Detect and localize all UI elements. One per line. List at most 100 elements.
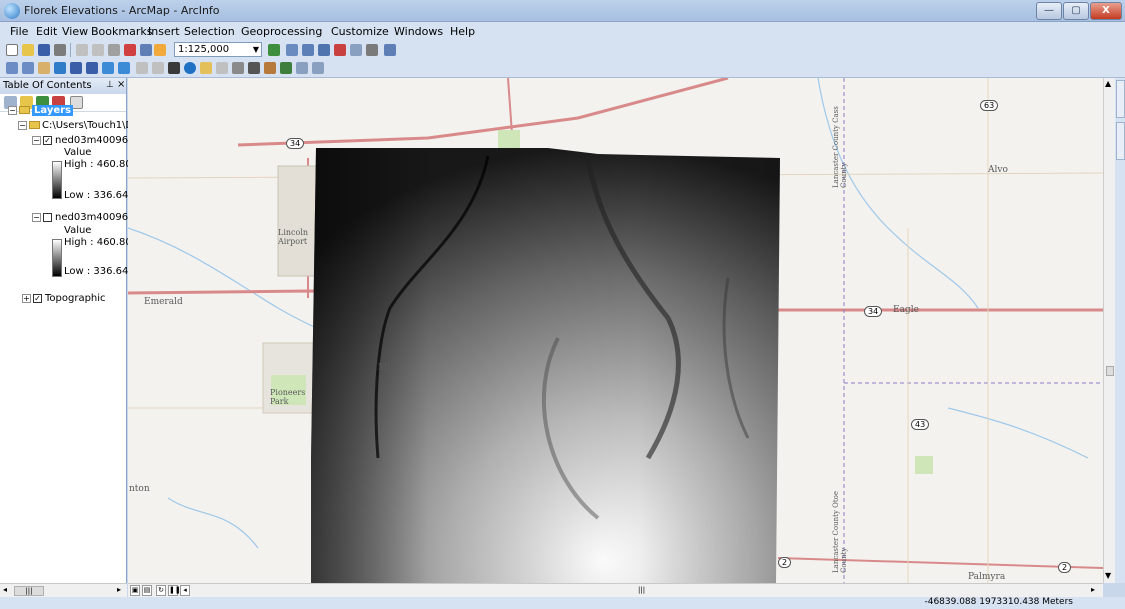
catalog-tab[interactable]: [1116, 80, 1125, 118]
refresh-icon[interactable]: ↻: [156, 585, 166, 596]
map-view[interactable]: Emerald Alvo Eagle Palmyra Pioneers Park…: [128, 78, 1103, 583]
undo-icon[interactable]: [140, 44, 152, 56]
scroll-thumb[interactable]: [1106, 366, 1114, 376]
data-view-button[interactable]: ▣: [130, 585, 140, 596]
menu-geoprocessing[interactable]: Geoprocessing: [241, 25, 323, 38]
folder-icon: [29, 121, 40, 129]
collapse-icon[interactable]: −: [18, 120, 27, 130]
python-window-icon[interactable]: [350, 44, 362, 56]
toc-layer-2[interactable]: − ned03m40096g5.: [32, 212, 144, 223]
basemap-checkbox[interactable]: ✓: [33, 293, 42, 303]
save-icon[interactable]: [38, 44, 50, 56]
scroll-right-icon[interactable]: ▸: [117, 585, 122, 594]
map-vertical-scrollbar[interactable]: ▲ ▼: [1103, 78, 1115, 583]
model-builder-icon[interactable]: [366, 44, 378, 56]
scroll-right-icon[interactable]: ▸: [1091, 585, 1096, 594]
pan-icon[interactable]: [38, 62, 50, 74]
forward-extent-icon[interactable]: [118, 62, 130, 74]
collapse-icon[interactable]: −: [8, 105, 17, 115]
horizontal-scroll-thumb[interactable]: |||: [638, 586, 646, 594]
html-popup-icon[interactable]: [216, 62, 228, 74]
copy-icon[interactable]: [92, 44, 104, 56]
editor-toolbar-icon[interactable]: [268, 44, 280, 56]
layout-view-button[interactable]: ▤: [142, 585, 152, 596]
whats-this-icon[interactable]: [384, 44, 396, 56]
toc-folder[interactable]: − C:\Users\Touch1\Do: [18, 120, 139, 131]
toc-layer-1[interactable]: − ✓ ned03m40096f5: [32, 135, 138, 146]
viewer-window-icon[interactable]: [312, 62, 324, 74]
open-folder-icon[interactable]: [22, 44, 34, 56]
layer-2-legend-title: Value: [64, 225, 92, 236]
menu-selection[interactable]: Selection: [184, 25, 235, 38]
layer-1-low: Low : 336.643: [64, 190, 135, 201]
menu-windows[interactable]: Windows: [394, 25, 444, 38]
toc-basemap[interactable]: + ✓ Topographic: [22, 293, 106, 304]
delete-icon[interactable]: [124, 44, 136, 56]
toc-horizontal-scrollbar[interactable]: ◂ ||| ▸: [0, 583, 127, 597]
zoom-out-icon[interactable]: [22, 62, 34, 74]
search-window-icon[interactable]: [318, 44, 330, 56]
print-icon[interactable]: [54, 44, 66, 56]
fixed-zoom-out-icon[interactable]: [86, 62, 98, 74]
side-dock-tabs: [1115, 78, 1125, 583]
label-palmyra: Palmyra: [968, 572, 1006, 582]
table-of-contents-icon[interactable]: [286, 44, 298, 56]
list-by-source-icon[interactable]: [20, 96, 33, 109]
menu-insert[interactable]: Insert: [148, 25, 180, 38]
collapse-icon[interactable]: −: [32, 212, 41, 222]
highway-shield: 34: [864, 306, 883, 317]
scroll-left-icon[interactable]: ◂: [3, 585, 8, 594]
pause-drawing-icon[interactable]: ❚❚: [168, 585, 181, 596]
toc-layers-root[interactable]: − Layers: [8, 105, 73, 116]
clear-selection-icon[interactable]: [152, 62, 164, 74]
paste-icon[interactable]: [108, 44, 120, 56]
select-features-icon[interactable]: [136, 62, 148, 74]
add-data-icon[interactable]: [154, 44, 166, 56]
zoom-in-icon[interactable]: [6, 62, 18, 74]
full-extent-icon[interactable]: [54, 62, 66, 74]
layer-2-checkbox[interactable]: [43, 212, 52, 222]
map-scale-value: 1:125,000: [178, 44, 230, 55]
scroll-up-icon[interactable]: ▲: [1105, 79, 1112, 88]
hyperlink-icon[interactable]: [200, 62, 212, 74]
menu-customize[interactable]: Customize: [331, 25, 389, 38]
pin-icon[interactable]: ⊥: [106, 80, 114, 90]
menu-file[interactable]: File: [10, 25, 29, 38]
find-route-icon[interactable]: [264, 62, 276, 74]
find-icon[interactable]: [248, 62, 260, 74]
collapse-icon[interactable]: −: [32, 135, 41, 145]
options-icon[interactable]: [70, 96, 83, 109]
scroll-thumb[interactable]: |||: [14, 586, 44, 596]
cut-icon[interactable]: [76, 44, 88, 56]
menu-view[interactable]: View: [62, 25, 89, 38]
arctoolbox-icon[interactable]: [334, 44, 346, 56]
scroll-left-icon[interactable]: ◂: [180, 585, 190, 596]
go-to-xy-icon[interactable]: [280, 62, 292, 74]
catalog-icon[interactable]: [302, 44, 314, 56]
measure-icon[interactable]: [232, 62, 244, 74]
arcmap-app-icon[interactable]: [4, 3, 20, 19]
label-lincoln-airport: Lincoln Airport: [278, 228, 309, 246]
menu-help[interactable]: Help: [450, 25, 476, 38]
expand-icon[interactable]: +: [22, 293, 31, 303]
map-scale-dropdown[interactable]: 1:125,000 ▼: [174, 42, 262, 57]
new-document-icon[interactable]: [6, 44, 18, 56]
identify-icon[interactable]: [184, 62, 196, 74]
back-extent-icon[interactable]: [102, 62, 114, 74]
select-elements-icon[interactable]: [168, 62, 180, 74]
menu-bookmarks[interactable]: Bookmarks: [91, 25, 153, 38]
close-icon[interactable]: ×: [117, 79, 126, 90]
layer-1-checkbox[interactable]: ✓: [43, 135, 52, 145]
menu-edit[interactable]: Edit: [36, 25, 58, 38]
search-tab[interactable]: [1116, 122, 1125, 160]
time-slider-icon[interactable]: [296, 62, 308, 74]
close-button[interactable]: X: [1090, 2, 1122, 20]
scroll-down-icon[interactable]: ▼: [1105, 571, 1112, 580]
layer-2-low: Low : 336.643: [64, 266, 135, 277]
fixed-zoom-in-icon[interactable]: [70, 62, 82, 74]
label-mi: Mi: [378, 363, 391, 373]
highway-shield: 43: [911, 419, 930, 430]
maximize-button[interactable]: ▢: [1063, 2, 1089, 20]
minimize-button[interactable]: —: [1036, 2, 1062, 20]
